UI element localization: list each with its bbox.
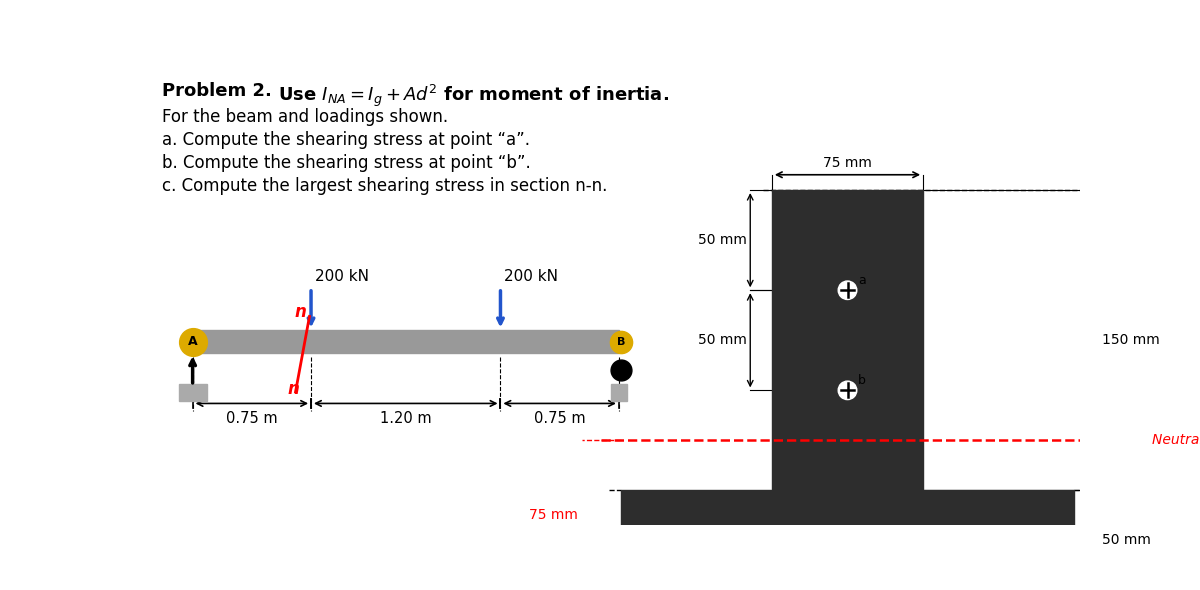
Bar [193, 330, 619, 353]
Text: 0.75 m: 0.75 m [226, 411, 277, 426]
Circle shape [839, 281, 857, 300]
Bar [179, 384, 206, 401]
Text: 200 kN: 200 kN [314, 269, 368, 284]
Text: Use $I_{NA} = I_g + Ad^2$ for moment of inertia.: Use $I_{NA} = I_g + Ad^2$ for moment of … [278, 83, 668, 109]
Text: 75 mm: 75 mm [528, 509, 577, 523]
Text: 150 mm: 150 mm [1102, 333, 1160, 348]
Text: For the beam and loadings shown.: For the beam and loadings shown. [162, 108, 448, 126]
Text: Neutral Axis: Neutral Axis [1152, 434, 1200, 447]
Text: B: B [617, 337, 625, 347]
Text: b: b [858, 374, 866, 387]
Text: a. Compute the shearing stress at point “a”.: a. Compute the shearing stress at point … [162, 131, 529, 149]
Text: c. Compute the largest shearing stress in section n-n.: c. Compute the largest shearing stress i… [162, 177, 607, 195]
Circle shape [839, 381, 857, 399]
Text: 1.20 m: 1.20 m [380, 411, 432, 426]
Text: Problem 2.: Problem 2. [162, 83, 271, 100]
Text: a: a [858, 274, 866, 287]
Text: 200 kN: 200 kN [504, 269, 558, 284]
Bar [611, 384, 626, 401]
Text: 0.75 m: 0.75 m [534, 411, 586, 426]
Text: A: A [188, 335, 198, 348]
Text: 50 mm: 50 mm [698, 333, 748, 348]
Text: 50 mm: 50 mm [1102, 533, 1151, 548]
Text: n: n [287, 381, 299, 398]
Bar [772, 190, 923, 490]
Text: n: n [294, 303, 306, 321]
Text: 50 mm: 50 mm [698, 233, 748, 247]
Text: b. Compute the shearing stress at point “b”.: b. Compute the shearing stress at point … [162, 154, 530, 172]
Bar [620, 490, 1074, 590]
Text: 75 mm: 75 mm [823, 156, 872, 170]
